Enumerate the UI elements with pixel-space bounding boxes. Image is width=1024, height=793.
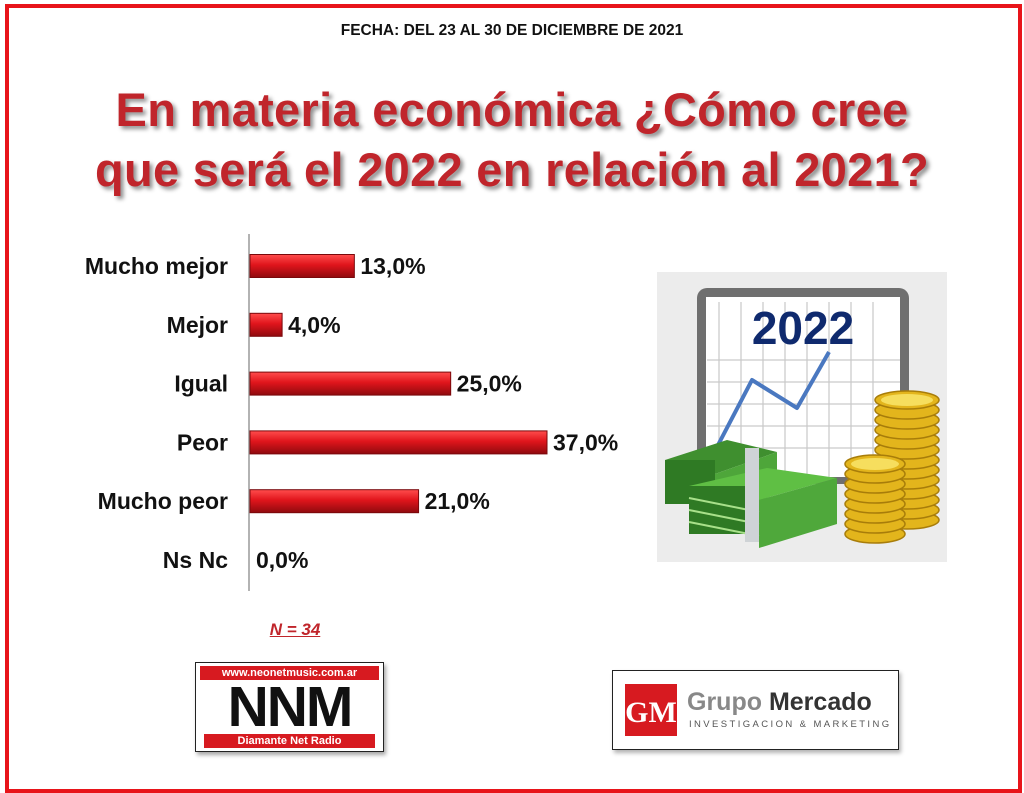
value-label: 0,0% [256,547,308,573]
value-label: 4,0% [288,312,340,338]
gm-name: Grupo Mercado [687,688,872,717]
category-label: Igual [174,371,228,397]
finance-illustration: 2022 [657,272,947,562]
page-border [5,4,1022,793]
gm-monogram-icon: GM [625,684,677,736]
gm-monogram: GM [625,696,677,729]
gm-tagline: INVESTIGACION & MARKETING [689,719,892,730]
survey-date: FECHA: DEL 23 AL 30 DE DICIEMBRE DE 2021 [340,22,684,39]
category-label: Mucho mejor [85,253,228,279]
title-line-2: que será el 2022 en relación al 2021? [94,143,930,196]
bar [249,254,355,278]
value-label: 37,0% [553,429,618,455]
value-label: 21,0% [425,488,490,514]
gm-name-part2: Mercado [768,688,872,716]
category-label: Mucho peor [98,488,228,514]
nnm-logo: www.neonetmusic.com.ar NNM Diamante Net … [195,662,384,752]
category-label: Mejor [167,312,228,338]
sample-size-note: N = 34 [269,620,321,639]
gm-name-part1: Grupo [687,688,762,716]
chart-board-icon [697,288,909,484]
bar [249,489,420,514]
value-label: 25,0% [457,371,522,397]
grupo-mercado-logo: GM Grupo Mercado INVESTIGACION & MARKETI… [612,670,899,750]
category-label: Peor [177,429,228,455]
bar [249,430,548,455]
value-label: 13,0% [360,253,425,279]
coin-stack-icon [844,390,940,544]
chart-title: En materia económica ¿Cómo cree que será… [0,80,1024,200]
title-line-1: En materia económica ¿Cómo cree [115,83,909,136]
category-label: Ns Nc [163,547,228,573]
nnm-subtitle: Diamante Net Radio [204,734,375,748]
nnm-url: www.neonetmusic.com.ar [200,666,379,680]
money-stack-icon [665,440,837,548]
bar [249,312,283,337]
nnm-name: NNM [227,675,354,739]
illustration-year: 2022 [752,302,854,354]
bar [249,371,452,396]
